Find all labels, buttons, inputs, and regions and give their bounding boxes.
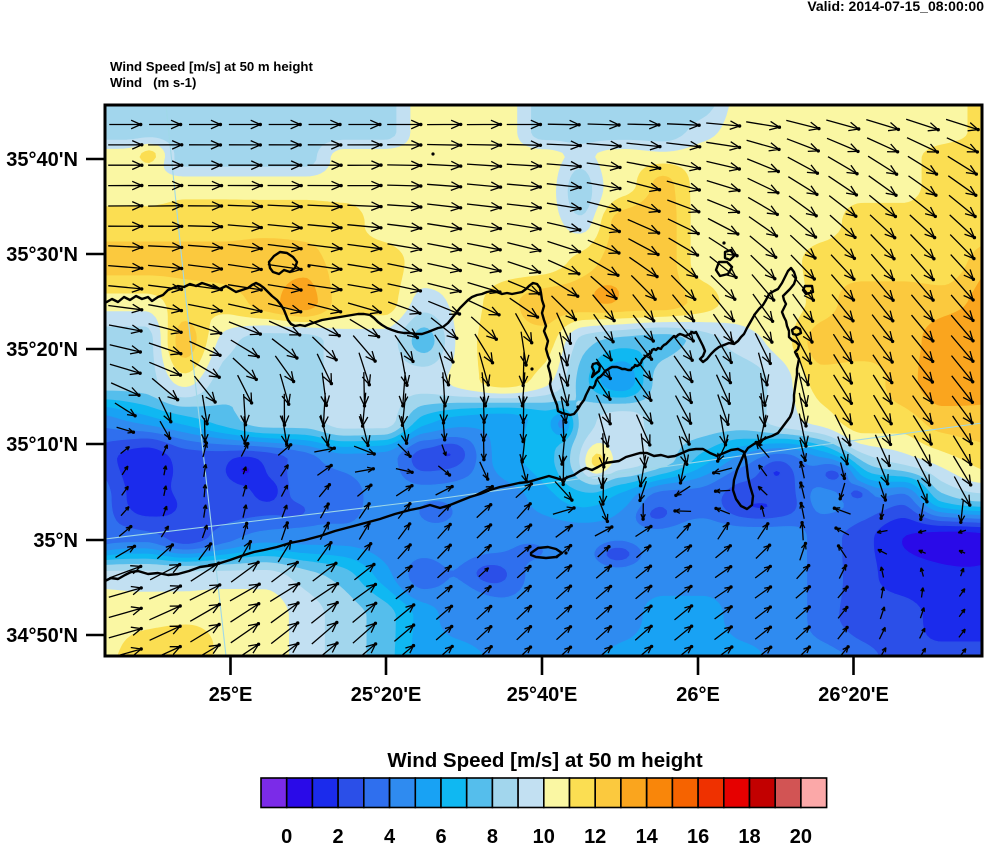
svg-text:10: 10 (533, 826, 555, 845)
svg-text:35°10'N: 35°10'N (6, 434, 78, 456)
svg-text:26°20'E: 26°20'E (818, 684, 889, 706)
svg-text:18: 18 (738, 826, 760, 845)
svg-text:2: 2 (333, 826, 344, 845)
svg-text:35°30'N: 35°30'N (6, 244, 78, 266)
svg-text:35°20'N: 35°20'N (6, 339, 78, 361)
svg-text:25°E: 25°E (209, 684, 253, 706)
svg-text:8: 8 (487, 826, 498, 845)
svg-text:Valid: 2014-07-15_08:00:00: Valid: 2014-07-15_08:00:00 (807, 0, 984, 14)
svg-text:16: 16 (687, 826, 709, 845)
svg-text:35°N: 35°N (33, 530, 78, 552)
svg-text:Wind (m s-1): Wind (m s-1) (110, 75, 196, 90)
svg-text:20: 20 (790, 826, 812, 845)
svg-text:12: 12 (584, 826, 606, 845)
svg-text:14: 14 (636, 826, 659, 845)
svg-text:0: 0 (281, 826, 292, 845)
svg-text:Wind Speed [m/s] at 50 m heigh: Wind Speed [m/s] at 50 m height (387, 749, 703, 772)
svg-text:6: 6 (435, 826, 446, 845)
svg-text:4: 4 (384, 826, 396, 845)
svg-text:26°E: 26°E (676, 684, 720, 706)
svg-text:35°40'N: 35°40'N (6, 149, 78, 171)
svg-text:34°50'N: 34°50'N (6, 625, 78, 647)
svg-text:Wind Speed [m/s] at 50 m heigh: Wind Speed [m/s] at 50 m height (110, 59, 313, 74)
svg-text:25°20'E: 25°20'E (351, 684, 422, 706)
svg-text:25°40'E: 25°40'E (507, 684, 578, 706)
